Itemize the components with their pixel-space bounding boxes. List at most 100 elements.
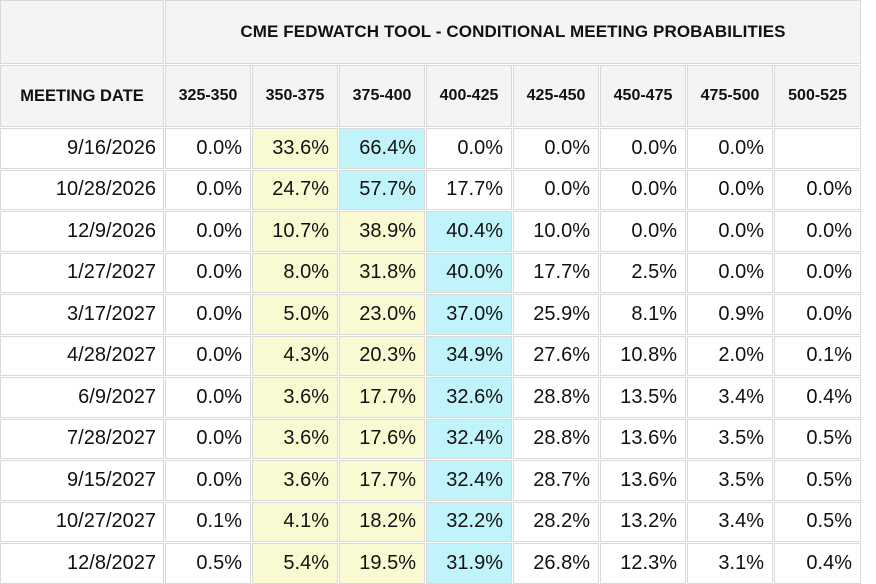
probability-cell: 0.0% xyxy=(513,128,599,169)
probability-cell: 0.0% xyxy=(600,128,686,169)
probability-cell: 28.8% xyxy=(513,377,599,418)
probability-cell: 0.5% xyxy=(774,418,861,459)
probability-cell: 0.5% xyxy=(774,501,861,542)
probability-cell: 40.0% xyxy=(426,252,512,293)
probability-cell: 5.4% xyxy=(252,543,338,584)
probability-cell: 0.4% xyxy=(774,543,861,584)
probability-cell: 3.5% xyxy=(687,460,773,501)
meeting-date-cell: 10/28/2026 xyxy=(0,169,164,210)
probability-cell: 3.5% xyxy=(687,418,773,459)
probability-cell: 19.5% xyxy=(339,543,425,584)
probability-cell: 0.0% xyxy=(687,169,773,210)
probability-cell: 20.3% xyxy=(339,335,425,376)
probability-cell: 28.2% xyxy=(513,501,599,542)
probability-cell: 17.6% xyxy=(339,418,425,459)
range-header-450-475: 450-475 xyxy=(600,65,686,127)
probability-cell: 2.5% xyxy=(600,252,686,293)
range-header-425-450: 425-450 xyxy=(513,65,599,127)
table-title: CME FEDWATCH TOOL - CONDITIONAL MEETING … xyxy=(165,0,861,64)
probability-cell: 23.0% xyxy=(339,294,425,335)
probability-cell: 10.0% xyxy=(513,211,599,252)
probability-cell: 0.0% xyxy=(165,128,251,169)
probability-cell: 3.4% xyxy=(687,501,773,542)
probability-cell: 0.4% xyxy=(774,377,861,418)
probability-cell: 0.0% xyxy=(165,418,251,459)
probability-cell: 0.0% xyxy=(165,335,251,376)
probability-cell: 17.7% xyxy=(339,460,425,501)
probability-cell: 3.4% xyxy=(687,377,773,418)
probability-cell: 17.7% xyxy=(513,252,599,293)
probability-cell: 34.9% xyxy=(426,335,512,376)
meeting-date-header: MEETING DATE xyxy=(0,65,164,127)
probability-cell xyxy=(774,128,861,169)
probability-cell: 37.0% xyxy=(426,294,512,335)
meeting-date-cell: 4/28/2027 xyxy=(0,335,164,376)
probability-cell: 0.0% xyxy=(774,294,861,335)
probability-cell: 25.9% xyxy=(513,294,599,335)
probability-cell: 57.7% xyxy=(339,169,425,210)
range-header-475-500: 475-500 xyxy=(687,65,773,127)
probability-cell: 0.0% xyxy=(774,252,861,293)
meeting-date-cell: 9/15/2027 xyxy=(0,460,164,501)
meeting-date-cell: 10/27/2027 xyxy=(0,501,164,542)
probability-cell: 27.6% xyxy=(513,335,599,376)
probability-cell: 17.7% xyxy=(339,377,425,418)
range-header-325-350: 325-350 xyxy=(165,65,251,127)
range-header-400-425: 400-425 xyxy=(426,65,512,127)
probability-cell: 13.6% xyxy=(600,460,686,501)
probability-cell: 0.9% xyxy=(687,294,773,335)
probability-cell: 0.1% xyxy=(774,335,861,376)
probability-cell: 0.0% xyxy=(426,128,512,169)
probability-cell: 32.4% xyxy=(426,460,512,501)
meeting-date-cell: 12/8/2027 xyxy=(0,543,164,584)
probability-cell: 33.6% xyxy=(252,128,338,169)
probability-cell: 10.7% xyxy=(252,211,338,252)
probability-cell: 66.4% xyxy=(339,128,425,169)
probability-cell: 5.0% xyxy=(252,294,338,335)
probability-cell: 26.8% xyxy=(513,543,599,584)
probability-cell: 0.0% xyxy=(687,128,773,169)
probability-cell: 0.0% xyxy=(165,294,251,335)
probability-cell: 3.1% xyxy=(687,543,773,584)
probability-cell: 0.1% xyxy=(165,501,251,542)
probability-cell: 31.9% xyxy=(426,543,512,584)
meeting-date-cell: 7/28/2027 xyxy=(0,418,164,459)
range-header-375-400: 375-400 xyxy=(339,65,425,127)
probability-cell: 0.0% xyxy=(513,169,599,210)
probability-cell: 0.5% xyxy=(774,460,861,501)
probability-cell: 3.6% xyxy=(252,460,338,501)
probability-cell: 4.3% xyxy=(252,335,338,376)
meeting-date-cell: 1/27/2027 xyxy=(0,252,164,293)
probability-cell: 8.1% xyxy=(600,294,686,335)
probability-cell: 0.0% xyxy=(165,169,251,210)
probability-cell: 2.0% xyxy=(687,335,773,376)
probability-cell: 28.8% xyxy=(513,418,599,459)
probability-cell: 13.6% xyxy=(600,418,686,459)
probability-cell: 10.8% xyxy=(600,335,686,376)
probability-cell: 32.4% xyxy=(426,418,512,459)
probability-cell: 17.7% xyxy=(426,169,512,210)
range-header-500-525: 500-525 xyxy=(774,65,861,127)
meeting-date-cell: 3/17/2027 xyxy=(0,294,164,335)
probability-cell: 0.0% xyxy=(165,460,251,501)
probability-cell: 0.0% xyxy=(687,211,773,252)
probability-cell: 8.0% xyxy=(252,252,338,293)
range-header-350-375: 350-375 xyxy=(252,65,338,127)
probability-cell: 38.9% xyxy=(339,211,425,252)
probability-cell: 12.3% xyxy=(600,543,686,584)
probability-cell: 13.2% xyxy=(600,501,686,542)
meeting-date-cell: 6/9/2027 xyxy=(0,377,164,418)
probability-cell: 0.0% xyxy=(165,252,251,293)
probability-cell: 0.0% xyxy=(600,169,686,210)
meeting-date-cell: 9/16/2026 xyxy=(0,128,164,169)
probability-cell: 0.0% xyxy=(165,211,251,252)
probability-cell: 28.7% xyxy=(513,460,599,501)
probability-cell: 13.5% xyxy=(600,377,686,418)
probability-cell: 3.6% xyxy=(252,418,338,459)
probability-cell: 3.6% xyxy=(252,377,338,418)
probability-cell: 31.8% xyxy=(339,252,425,293)
probability-cell: 0.0% xyxy=(687,252,773,293)
corner-cell xyxy=(0,0,164,64)
probability-cell: 0.0% xyxy=(774,169,861,210)
